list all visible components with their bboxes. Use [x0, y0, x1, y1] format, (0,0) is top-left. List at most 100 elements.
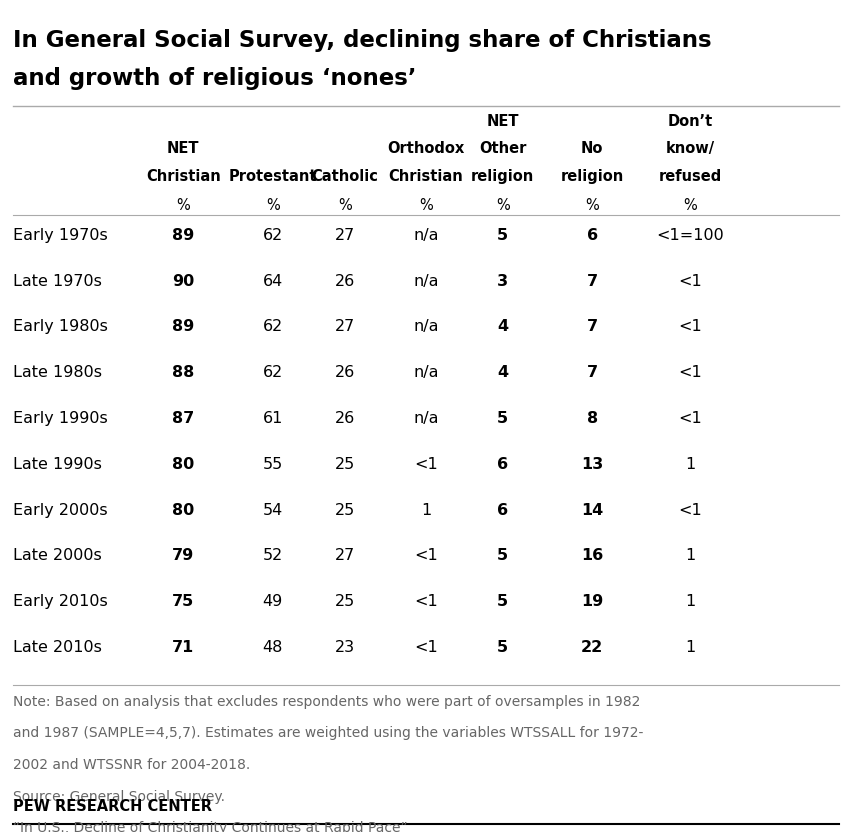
- Text: “In U.S., Decline of Christianity Continues at Rapid Pace”: “In U.S., Decline of Christianity Contin…: [13, 821, 407, 832]
- Text: 4: 4: [497, 319, 509, 334]
- Text: 26: 26: [335, 365, 355, 380]
- Text: 89: 89: [172, 319, 194, 334]
- Text: 5: 5: [497, 594, 509, 609]
- Text: <1: <1: [414, 594, 438, 609]
- Text: 25: 25: [335, 594, 355, 609]
- Text: <1: <1: [678, 503, 702, 518]
- Text: 87: 87: [172, 411, 194, 426]
- Text: %: %: [266, 198, 279, 213]
- Text: No: No: [581, 141, 603, 156]
- Text: Late 2000s: Late 2000s: [13, 548, 101, 563]
- Text: 62: 62: [262, 319, 283, 334]
- Text: n/a: n/a: [413, 274, 439, 289]
- Text: 64: 64: [262, 274, 283, 289]
- Text: n/a: n/a: [413, 365, 439, 380]
- Text: 19: 19: [581, 594, 603, 609]
- Text: 3: 3: [497, 274, 509, 289]
- Text: <1: <1: [414, 457, 438, 472]
- Text: Note: Based on analysis that excludes respondents who were part of oversamples i: Note: Based on analysis that excludes re…: [13, 695, 640, 709]
- Text: %: %: [176, 198, 190, 213]
- Text: 6: 6: [497, 457, 509, 472]
- Text: 54: 54: [262, 503, 283, 518]
- Text: Early 2000s: Early 2000s: [13, 503, 107, 518]
- Text: and growth of religious ‘nones’: and growth of religious ‘nones’: [13, 67, 417, 90]
- Text: 27: 27: [335, 319, 355, 334]
- Text: 5: 5: [497, 548, 509, 563]
- Text: 7: 7: [586, 274, 598, 289]
- Text: n/a: n/a: [413, 228, 439, 243]
- Text: Christian: Christian: [389, 169, 463, 184]
- Text: 52: 52: [262, 548, 283, 563]
- Text: n/a: n/a: [413, 319, 439, 334]
- Text: 62: 62: [262, 365, 283, 380]
- Text: Early 1970s: Early 1970s: [13, 228, 107, 243]
- Text: religion: religion: [471, 169, 534, 184]
- Text: Early 1980s: Early 1980s: [13, 319, 107, 334]
- Text: Orthodox: Orthodox: [388, 141, 464, 156]
- Text: 49: 49: [262, 594, 283, 609]
- Text: 6: 6: [586, 228, 598, 243]
- Text: Early 2010s: Early 2010s: [13, 594, 107, 609]
- Text: 26: 26: [335, 411, 355, 426]
- Text: 7: 7: [586, 365, 598, 380]
- Text: 23: 23: [335, 640, 355, 655]
- Text: Christian: Christian: [146, 169, 221, 184]
- Text: <1: <1: [414, 640, 438, 655]
- Text: 71: 71: [172, 640, 194, 655]
- Text: <1: <1: [678, 411, 702, 426]
- Text: Protestant: Protestant: [228, 169, 317, 184]
- Text: 27: 27: [335, 228, 355, 243]
- Text: 55: 55: [262, 457, 283, 472]
- Text: <1: <1: [678, 365, 702, 380]
- Text: 5: 5: [497, 411, 509, 426]
- Text: Don’t: Don’t: [667, 114, 713, 129]
- Text: 22: 22: [581, 640, 603, 655]
- Text: 25: 25: [335, 503, 355, 518]
- Text: 1: 1: [685, 640, 695, 655]
- Text: <1: <1: [414, 548, 438, 563]
- Text: 4: 4: [497, 365, 509, 380]
- Text: Late 2010s: Late 2010s: [13, 640, 101, 655]
- Text: 62: 62: [262, 228, 283, 243]
- Text: <1: <1: [678, 319, 702, 334]
- Text: 8: 8: [586, 411, 598, 426]
- Text: 80: 80: [172, 503, 194, 518]
- Text: 5: 5: [497, 640, 509, 655]
- Text: %: %: [683, 198, 697, 213]
- Text: 27: 27: [335, 548, 355, 563]
- Text: refused: refused: [659, 169, 722, 184]
- Text: NET: NET: [167, 141, 199, 156]
- Text: 79: 79: [172, 548, 194, 563]
- Text: 89: 89: [172, 228, 194, 243]
- Text: Source: General Social Survey.: Source: General Social Survey.: [13, 790, 225, 804]
- Text: religion: religion: [561, 169, 624, 184]
- Text: 80: 80: [172, 457, 194, 472]
- Text: 13: 13: [581, 457, 603, 472]
- Text: 16: 16: [581, 548, 603, 563]
- Text: Late 1980s: Late 1980s: [13, 365, 101, 380]
- Text: n/a: n/a: [413, 411, 439, 426]
- Text: 26: 26: [335, 274, 355, 289]
- Text: %: %: [496, 198, 509, 213]
- Text: 6: 6: [497, 503, 509, 518]
- Text: know/: know/: [665, 141, 715, 156]
- Text: 61: 61: [262, 411, 283, 426]
- Text: 7: 7: [586, 319, 598, 334]
- Text: and 1987 (SAMPLE=4,5,7). Estimates are weighted using the variables WTSSALL for : and 1987 (SAMPLE=4,5,7). Estimates are w…: [13, 726, 643, 740]
- Text: Other: Other: [479, 141, 527, 156]
- Text: 75: 75: [172, 594, 194, 609]
- Text: 1: 1: [685, 457, 695, 472]
- Text: 1: 1: [685, 594, 695, 609]
- Text: 88: 88: [172, 365, 194, 380]
- Text: <1=100: <1=100: [656, 228, 724, 243]
- Text: 90: 90: [172, 274, 194, 289]
- Text: %: %: [419, 198, 433, 213]
- Text: <1: <1: [678, 274, 702, 289]
- Text: %: %: [338, 198, 352, 213]
- Text: %: %: [585, 198, 599, 213]
- Text: 1: 1: [421, 503, 431, 518]
- Text: 14: 14: [581, 503, 603, 518]
- Text: Late 1990s: Late 1990s: [13, 457, 101, 472]
- Text: 25: 25: [335, 457, 355, 472]
- Text: 1: 1: [685, 548, 695, 563]
